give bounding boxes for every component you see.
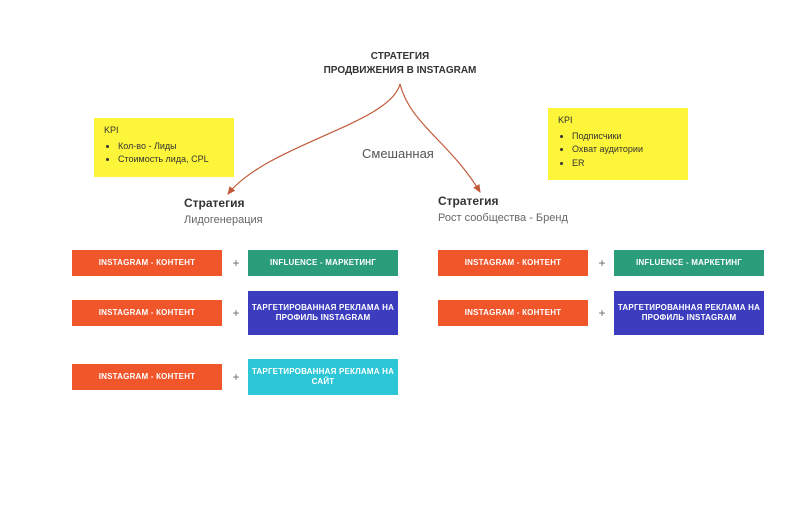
kpi-heading: KPI <box>558 114 678 128</box>
diagram-title: СТРАТЕГИЯ ПРОДВИЖЕНИЯ В INSTAGRAM <box>324 50 477 78</box>
tag-block: INFLUENCE - МАРКЕТИНГ <box>614 250 764 276</box>
kpi-item: Охват аудитории <box>572 143 678 157</box>
title-line1: СТРАТЕГИЯ <box>324 50 477 64</box>
plus-symbol: + <box>596 256 608 270</box>
branch-subtitle: Лидогенерация <box>184 214 263 226</box>
tag-block: INSTAGRAM - КОНТЕНТ <box>72 364 222 390</box>
tag-block: INSTAGRAM - КОНТЕНТ <box>72 250 222 276</box>
tag-block: ТАРГЕТИРОВАННАЯ РЕКЛАМА НА САЙТ <box>248 359 398 395</box>
tag-block: ТАРГЕТИРОВАННАЯ РЕКЛАМА НА ПРОФИЛЬ INSTA… <box>248 291 398 335</box>
branch-subtitle: Рост сообщества - Бренд <box>438 212 568 224</box>
branch-title: Стратегия <box>438 194 568 208</box>
tag-block: ТАРГЕТИРОВАННАЯ РЕКЛАМА НА ПРОФИЛЬ INSTA… <box>614 291 764 335</box>
tag-block: INSTAGRAM - КОНТЕНТ <box>72 300 222 326</box>
tag-block: INSTAGRAM - КОНТЕНТ <box>438 250 588 276</box>
kpi-heading: KPI <box>104 124 224 138</box>
kpi-list: Кол-во - ЛидыСтоимость лида, CPL <box>104 140 224 167</box>
tag-block: INSTAGRAM - КОНТЕНТ <box>438 300 588 326</box>
kpi-list: ПодписчикиОхват аудиторииER <box>558 130 678 171</box>
kpi-item: Подписчики <box>572 130 678 144</box>
center-label: Смешанная <box>362 146 434 161</box>
kpi-item: Стоимость лида, CPL <box>118 153 224 167</box>
kpi-item: ER <box>572 157 678 171</box>
kpi-box-left: KPI Кол-во - ЛидыСтоимость лида, CPL <box>94 118 234 177</box>
plus-symbol: + <box>230 370 242 384</box>
plus-symbol: + <box>596 306 608 320</box>
branch-title: Стратегия <box>184 196 263 210</box>
branch-right-label: Стратегия Рост сообщества - Бренд <box>438 194 568 226</box>
branch-left-label: Стратегия Лидогенерация <box>184 196 263 228</box>
title-line2: ПРОДВИЖЕНИЯ В INSTAGRAM <box>324 64 477 78</box>
plus-symbol: + <box>230 256 242 270</box>
plus-symbol: + <box>230 306 242 320</box>
tag-block: INFLUENCE - МАРКЕТИНГ <box>248 250 398 276</box>
kpi-item: Кол-во - Лиды <box>118 140 224 154</box>
kpi-box-right: KPI ПодписчикиОхват аудиторииER <box>548 108 688 180</box>
